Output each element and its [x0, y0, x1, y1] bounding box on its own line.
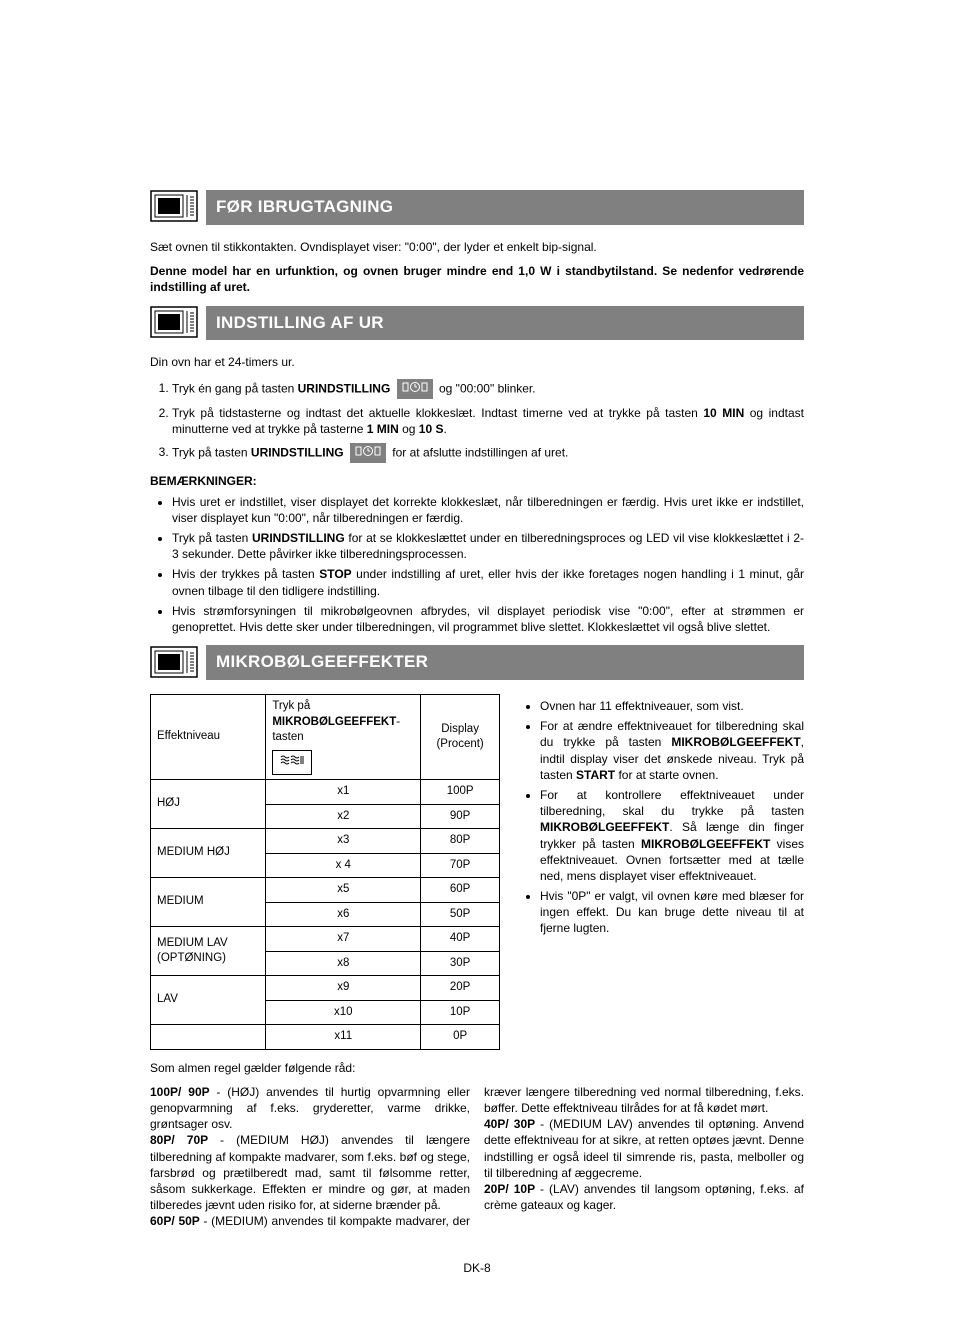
- cell-display: 90P: [421, 804, 500, 829]
- cell-press: x 4: [266, 853, 421, 878]
- section-header-power: MIKROBØLGEEFFEKTER: [150, 645, 804, 680]
- cell-display: 70P: [421, 853, 500, 878]
- cell-display: 80P: [421, 829, 500, 854]
- microwave-icon: [150, 646, 198, 680]
- cell-display: 10P: [421, 1000, 500, 1025]
- microwave-icon: [150, 190, 198, 224]
- clock-steps: Tryk én gang på tasten URINDSTILLING og …: [150, 379, 804, 464]
- cell-display: 30P: [421, 951, 500, 976]
- microwave-waves-icon: [272, 750, 312, 776]
- clock-note-2: Tryk på tasten URINDSTILLING for at se k…: [172, 530, 804, 562]
- cell-press: x6: [266, 902, 421, 927]
- clock-notes: Hvis uret er indstillet, viser displayet…: [150, 494, 804, 636]
- power-note-2: For at ændre effektniveauet for tilbered…: [540, 718, 804, 783]
- before-use-text-1: Sæt ovnen til stikkontakten. Ovndisplaye…: [150, 239, 804, 255]
- cell-press: x8: [266, 951, 421, 976]
- cell-display: 50P: [421, 902, 500, 927]
- clock-step-3: Tryk på tasten URINDSTILLING for at afsl…: [172, 443, 804, 463]
- cell-press: x10: [266, 1000, 421, 1025]
- cell-press: x9: [266, 976, 421, 1001]
- cell-press: x3: [266, 829, 421, 854]
- th-level: Effektniveau: [151, 695, 266, 780]
- power-table-wrap: Effektniveau Tryk på MIKROBØLGEEFFEKT-ta…: [150, 694, 500, 1050]
- cell-level: LAV: [151, 976, 266, 1025]
- clock-button-icon: [397, 379, 433, 399]
- cell-level: [151, 1025, 266, 1050]
- page-number: DK-8: [150, 1260, 804, 1276]
- cell-level: MEDIUM: [151, 878, 266, 927]
- cell-display: 20P: [421, 976, 500, 1001]
- cell-press: x5: [266, 878, 421, 903]
- th-display: Display (Procent): [421, 695, 500, 780]
- power-notes: Ovnen har 11 effektniveauer, som vist. F…: [518, 694, 804, 947]
- cell-level: HØJ: [151, 780, 266, 829]
- cell-press: x7: [266, 927, 421, 952]
- advice-intro: Som almen regel gælder følgende råd:: [150, 1060, 804, 1076]
- microwave-icon: [150, 306, 198, 340]
- th-press: Tryk på MIKROBØLGEEFFEKT-tasten: [266, 695, 421, 780]
- table-row: MEDIUMx560P: [151, 878, 500, 903]
- cell-press: x2: [266, 804, 421, 829]
- cell-display: 60P: [421, 878, 500, 903]
- cell-display: 0P: [421, 1025, 500, 1050]
- cell-level: MEDIUM HØJ: [151, 829, 266, 878]
- power-two-col: Effektniveau Tryk på MIKROBØLGEEFFEKT-ta…: [150, 694, 804, 1050]
- power-note-3: For at kontrollere effektniveauet under …: [540, 787, 804, 884]
- clock-notes-head: BEMÆRKNINGER:: [150, 473, 804, 489]
- section-header-clock: INDSTILLING AF UR: [150, 306, 804, 341]
- before-use-text-2: Denne model har en urfunktion, og ovnen …: [150, 263, 804, 295]
- power-table: Effektniveau Tryk på MIKROBØLGEEFFEKT-ta…: [150, 694, 500, 1050]
- table-row: x110P: [151, 1025, 500, 1050]
- section-header-before-use: FØR IBRUGTAGNING: [150, 190, 804, 225]
- table-row: HØJx1100P: [151, 780, 500, 805]
- cell-press: x11: [266, 1025, 421, 1050]
- clock-step-2: Tryk på tidstasterne og indtast det aktu…: [172, 405, 804, 437]
- power-note-4: Hvis "0P" er valgt, vil ovnen køre med b…: [540, 888, 804, 937]
- clock-intro: Din ovn har et 24-timers ur.: [150, 354, 804, 370]
- section-title: MIKROBØLGEEFFEKTER: [206, 645, 804, 680]
- clock-button-icon: [350, 443, 386, 463]
- power-note-1: Ovnen har 11 effektniveauer, som vist.: [540, 698, 804, 714]
- clock-note-3: Hvis der trykkes på tasten STOP under in…: [172, 566, 804, 598]
- table-row: LAVx920P: [151, 976, 500, 1001]
- cell-display: 100P: [421, 780, 500, 805]
- clock-note-4: Hvis strømforsyningen til mikrobølgeovne…: [172, 603, 804, 635]
- table-row: MEDIUM HØJx380P: [151, 829, 500, 854]
- section-title: FØR IBRUGTAGNING: [206, 190, 804, 225]
- table-row: MEDIUM LAV (OPTØNING)x740P: [151, 927, 500, 952]
- cell-display: 40P: [421, 927, 500, 952]
- cell-press: x1: [266, 780, 421, 805]
- section-title: INDSTILLING AF UR: [206, 306, 804, 341]
- clock-note-1: Hvis uret er indstillet, viser displayet…: [172, 494, 804, 526]
- advice-columns: 100P/ 90P - (HØJ) anvendes til hurtig op…: [150, 1084, 804, 1230]
- clock-step-1: Tryk én gang på tasten URINDSTILLING og …: [172, 379, 804, 399]
- cell-level: MEDIUM LAV (OPTØNING): [151, 927, 266, 976]
